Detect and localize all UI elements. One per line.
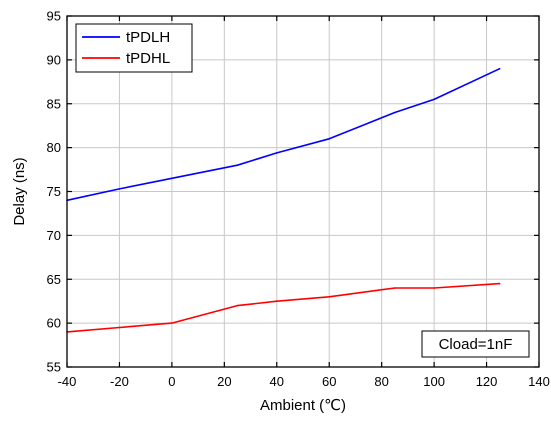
y-axis-label: Delay (ns) (11, 157, 28, 225)
y-tick-label: 90 (47, 52, 61, 67)
data-point-tpdhl (171, 322, 173, 324)
x-tick-label: 0 (168, 374, 175, 389)
x-tick-label: -20 (110, 374, 129, 389)
data-point-tpdlh (433, 98, 435, 101)
y-tick-label: 70 (47, 228, 61, 243)
x-tick-label: 120 (476, 374, 498, 389)
grid (67, 16, 539, 367)
y-tick-label: 85 (47, 96, 61, 111)
annotation-frame (421, 330, 530, 358)
y-tick-label: 95 (47, 9, 61, 24)
legend: tPDLH tPDHL (75, 23, 193, 73)
data-point-tpdhl (236, 304, 239, 307)
data-point-tpdhl (393, 287, 396, 289)
data-point-tpdlh (118, 188, 121, 190)
data-point-tpdhl (433, 287, 435, 289)
axis-ticks: -40 -20 0 20 40 60 80 100 120 140 55 60 65 70 75 80 85 90… (47, 9, 550, 390)
y-tick-label: 65 (47, 272, 61, 287)
series-line-tpdlh (66, 67, 501, 202)
y-tick-label: 75 (47, 184, 61, 199)
data-point-tpdlh (328, 138, 331, 140)
x-tick-label: 80 (374, 374, 388, 389)
x-tick-label: -40 (58, 374, 77, 389)
legend-label-tpdhl: tPDHL (126, 50, 170, 67)
annotation-text: Cload=1nF (439, 336, 513, 353)
x-tick-label: 40 (270, 374, 284, 389)
series-lines (66, 67, 501, 333)
y-tick-label: 60 (47, 316, 61, 331)
data-point-tpdhl (328, 296, 331, 298)
data-point-tpdlh (236, 164, 239, 166)
x-tick-label: 20 (217, 374, 231, 389)
x-tick-label: 140 (528, 374, 550, 389)
legend-frame (75, 23, 193, 73)
y-tick-label: 80 (47, 140, 61, 155)
data-point-tpdhl (118, 326, 121, 329)
y-tick-label: 55 (47, 360, 61, 375)
annotation-box: Cload=1nF (421, 330, 530, 358)
x-tick-label: 100 (423, 374, 445, 389)
x-axis-label: Ambient (℃) (260, 397, 346, 414)
series-line-tpdhl (66, 282, 500, 333)
data-point-tpdlh (393, 111, 396, 114)
data-point-tpdhl (275, 300, 278, 302)
data-point-tpdhl (498, 282, 501, 285)
data-point-tpdlh (498, 67, 501, 70)
data-point-tpdlh (171, 177, 173, 180)
data-point-tpdlh (275, 152, 278, 154)
legend-label-tpdlh: tPDLH (126, 29, 170, 46)
x-tick-label: 60 (322, 374, 336, 389)
